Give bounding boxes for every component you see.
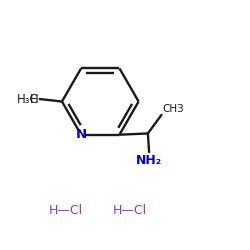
Text: H: H bbox=[30, 92, 38, 106]
Text: NH₂: NH₂ bbox=[136, 154, 162, 168]
Text: H₃C: H₃C bbox=[17, 92, 38, 106]
Text: CH3: CH3 bbox=[163, 104, 184, 114]
Text: N: N bbox=[76, 128, 87, 141]
Text: H—Cl: H—Cl bbox=[113, 204, 147, 217]
Text: H—Cl: H—Cl bbox=[48, 204, 83, 217]
